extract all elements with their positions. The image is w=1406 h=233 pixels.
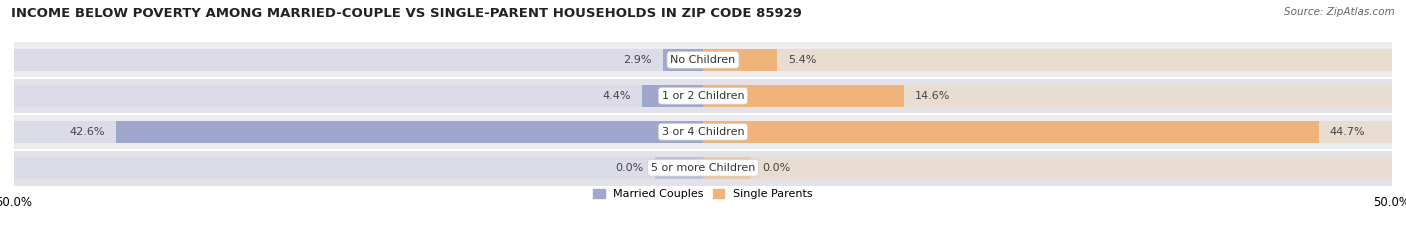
Bar [14, 150, 1392, 186]
Bar [117, 121, 703, 143]
Text: 14.6%: 14.6% [915, 91, 950, 101]
Bar [14, 42, 1392, 78]
Bar [703, 85, 904, 107]
Text: 0.0%: 0.0% [616, 163, 644, 173]
Text: No Children: No Children [671, 55, 735, 65]
Text: 2.9%: 2.9% [623, 55, 652, 65]
Text: 42.6%: 42.6% [69, 127, 105, 137]
Bar [703, 49, 1392, 71]
Text: 0.0%: 0.0% [762, 163, 790, 173]
Bar [14, 114, 1392, 150]
Text: 5 or more Children: 5 or more Children [651, 163, 755, 173]
Bar [664, 49, 703, 71]
Bar [703, 157, 751, 179]
Legend: Married Couples, Single Parents: Married Couples, Single Parents [589, 184, 817, 203]
Text: 5.4%: 5.4% [789, 55, 817, 65]
Text: INCOME BELOW POVERTY AMONG MARRIED-COUPLE VS SINGLE-PARENT HOUSEHOLDS IN ZIP COD: INCOME BELOW POVERTY AMONG MARRIED-COUPL… [11, 7, 801, 20]
Text: 44.7%: 44.7% [1330, 127, 1365, 137]
Bar [703, 121, 1319, 143]
Bar [14, 49, 703, 71]
Text: 4.4%: 4.4% [603, 91, 631, 101]
Bar [655, 157, 703, 179]
Bar [703, 157, 1392, 179]
Bar [14, 121, 703, 143]
Bar [14, 78, 1392, 114]
Text: Source: ZipAtlas.com: Source: ZipAtlas.com [1284, 7, 1395, 17]
Bar [14, 85, 703, 107]
Bar [14, 157, 703, 179]
Bar [703, 121, 1392, 143]
Text: 1 or 2 Children: 1 or 2 Children [662, 91, 744, 101]
Bar [703, 85, 1392, 107]
Bar [703, 49, 778, 71]
Bar [643, 85, 703, 107]
Text: 3 or 4 Children: 3 or 4 Children [662, 127, 744, 137]
